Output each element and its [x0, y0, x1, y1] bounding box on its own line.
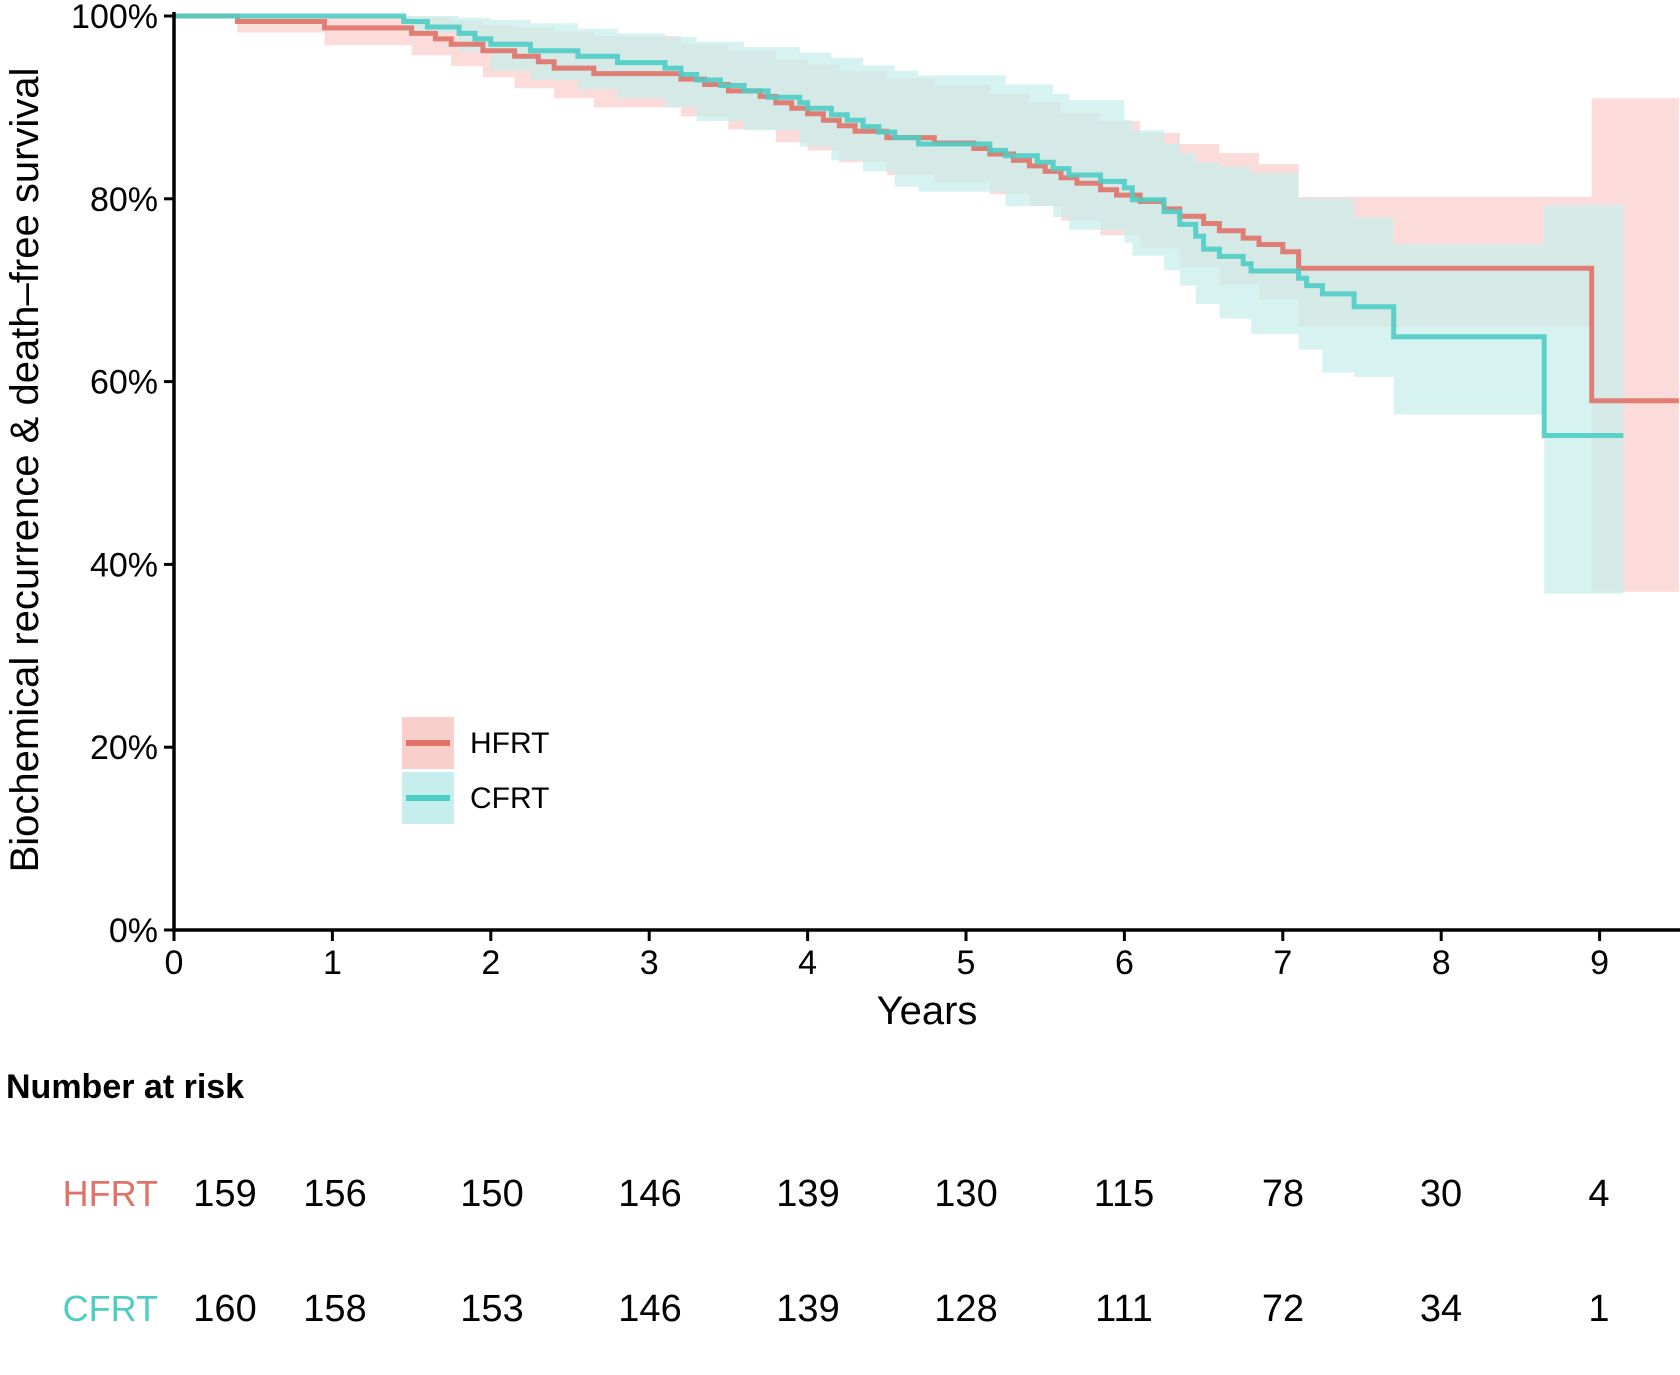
risk-row-label: CFRT	[63, 1288, 158, 1329]
cfrt-survival-curve	[174, 13, 1624, 438]
risk-value: 30	[1420, 1173, 1462, 1215]
risk-value: 115	[1094, 1173, 1155, 1215]
legend: HFRT CFRT	[402, 717, 549, 824]
x-tick-label: 7	[1273, 944, 1292, 982]
cfrt-legend-label: CFRT	[470, 782, 549, 815]
y-ticks: 0% 20% 40% 60% 80% 100%	[71, 0, 174, 950]
axes	[172, 12, 1680, 932]
risk-value: 158	[303, 1288, 366, 1330]
x-tick-label: 5	[957, 944, 976, 982]
hfrt-legend-label: HFRT	[470, 727, 549, 760]
y-tick-label: 20%	[90, 729, 158, 767]
cfrt-confidence-band	[174, 16, 1624, 594]
x-tick-label: 8	[1432, 944, 1451, 982]
confidence-bands	[174, 16, 1679, 594]
x-ticks: 0 1 2 3 4 5 6 7 8 9	[165, 930, 1609, 982]
x-tick-label: 6	[1115, 944, 1134, 982]
risk-value: 159	[193, 1173, 256, 1215]
risk-row-hfrt: HFRT 159 156 150 146 139 130 115 78 30 4	[63, 1173, 1610, 1215]
risk-value: 160	[193, 1288, 256, 1330]
y-tick-label: 80%	[90, 181, 158, 219]
y-tick-label: 60%	[90, 364, 158, 402]
risk-value: 146	[618, 1288, 681, 1330]
risk-value: 153	[460, 1288, 523, 1330]
y-axis-title: Biochemical recurrence & death–free surv…	[3, 68, 47, 873]
risk-table-title: Number at risk	[6, 1068, 244, 1106]
x-tick-label: 4	[798, 944, 817, 982]
risk-value: 130	[934, 1173, 997, 1215]
risk-row-cfrt: CFRT 160 158 153 146 139 128 111 72 34 1	[63, 1288, 1610, 1330]
x-tick-label: 9	[1590, 944, 1609, 982]
x-axis-title: Years	[877, 989, 978, 1033]
x-tick-label: 1	[323, 944, 342, 982]
y-tick-label: 100%	[71, 0, 158, 36]
risk-value: 139	[776, 1173, 839, 1215]
risk-table: HFRT 159 156 150 146 139 130 115 78 30 4 CFRT 160 158…	[63, 1173, 1610, 1330]
risk-value: 78	[1262, 1173, 1304, 1215]
x-tick-label: 0	[165, 944, 184, 982]
risk-value: 111	[1095, 1288, 1153, 1330]
x-tick-label: 3	[640, 944, 659, 982]
risk-row-label: HFRT	[63, 1173, 158, 1214]
risk-value: 146	[618, 1173, 681, 1215]
y-tick-label: 0%	[109, 912, 158, 950]
risk-value: 128	[934, 1288, 997, 1330]
risk-value: 156	[303, 1173, 366, 1215]
risk-value: 34	[1420, 1288, 1462, 1330]
risk-value: 1	[1588, 1288, 1609, 1330]
risk-value: 4	[1588, 1173, 1609, 1215]
risk-value: 72	[1262, 1288, 1304, 1330]
risk-value: 139	[776, 1288, 839, 1330]
risk-value: 150	[460, 1173, 523, 1215]
y-tick-label: 40%	[90, 546, 158, 584]
x-tick-label: 2	[481, 944, 500, 982]
survival-curves	[174, 13, 1679, 438]
